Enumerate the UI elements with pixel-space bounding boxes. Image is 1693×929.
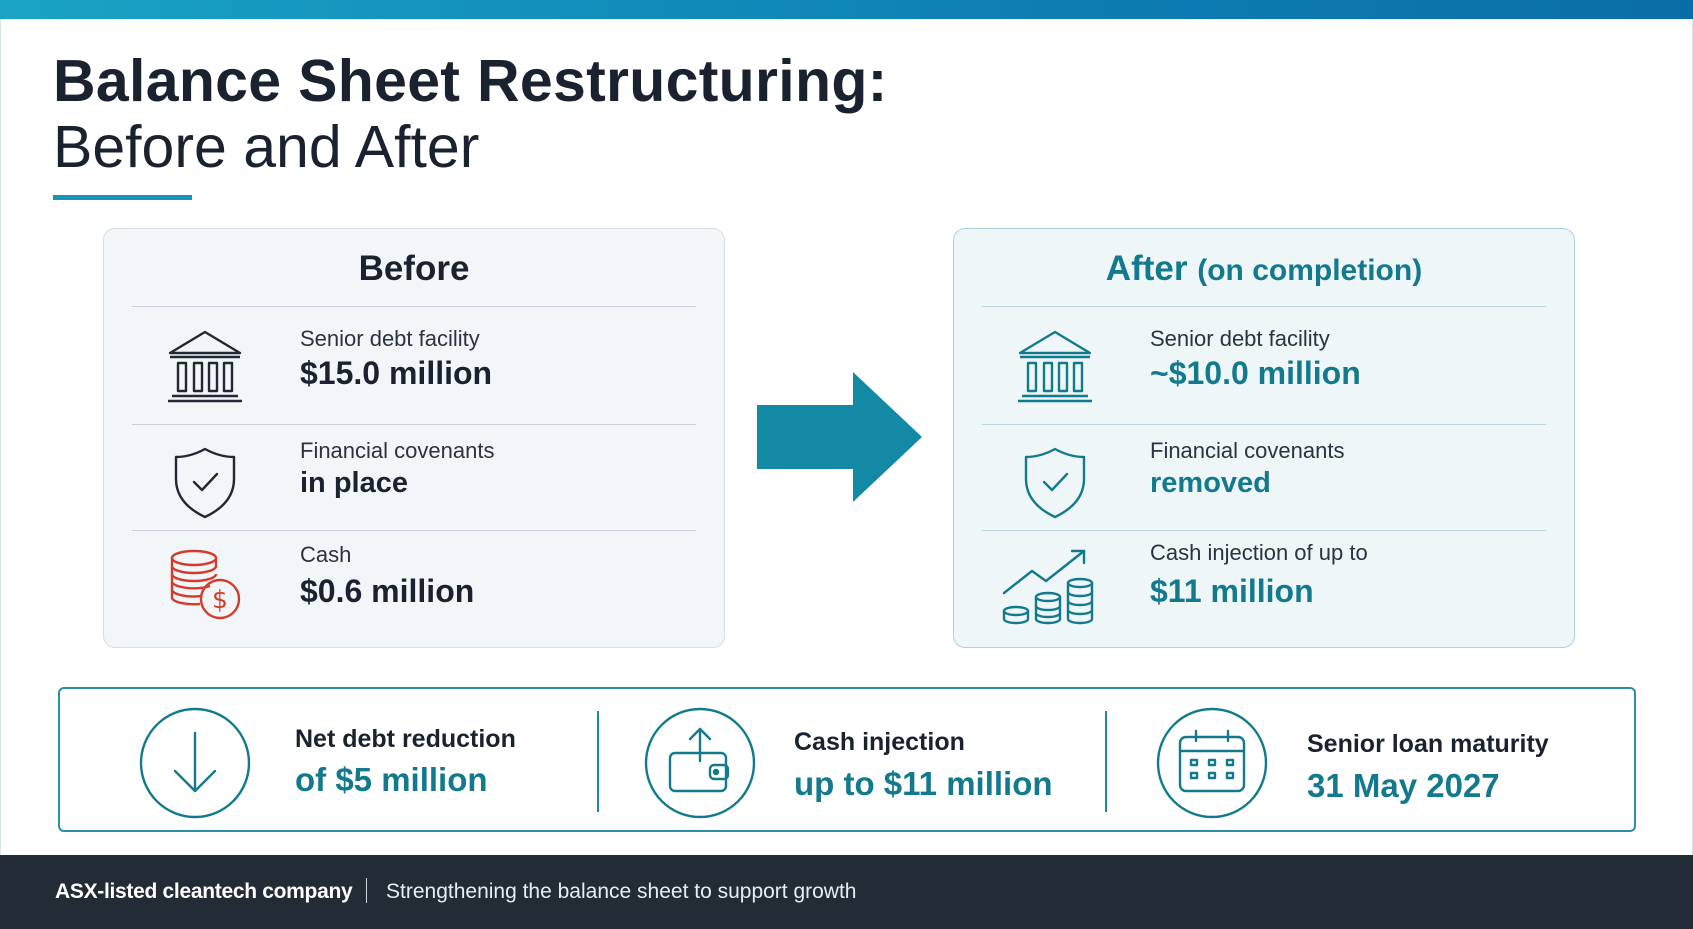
before-panel: Before Senior debt facility $15.0 millio… [103,228,725,648]
shield-check-icon [174,447,236,519]
row-label: Senior debt facility [300,326,480,351]
svg-text:$: $ [212,585,228,614]
coins-dollar-icon: $ [170,549,241,620]
after-heading-sub: (on completion) [1197,254,1423,287]
summary-divider [597,711,599,812]
footer-tagline: Strengthening the balance sheet to suppo… [386,880,857,903]
footer-separator [366,878,367,903]
calendar-icon [1156,707,1268,819]
after-heading-text: After [1105,249,1188,288]
summary-value: 31 May 2027 [1307,767,1500,804]
footer-company: ASX-listed cleantech company [55,880,353,903]
page-subtitle: Before and After [53,114,480,180]
before-row-senior-debt: Senior debt facility $15.0 million [104,309,724,414]
divider [982,306,1546,307]
summary-label: Cash injection [794,728,965,756]
summary-label: Senior loan maturity [1307,730,1549,758]
summary-label: Net debt reduction [295,725,516,753]
row-label: Cash [300,542,352,567]
row-label: Financial covenants [1150,438,1345,463]
summary-value: of $5 million [295,761,488,798]
wallet-upload-icon [644,707,756,819]
title-underline [53,195,192,200]
top-accent-bar [0,0,1693,19]
after-row-covenants: Financial covenants removed [954,425,1574,530]
footer-bar: ASX-listed cleantech company Strengtheni… [0,855,1693,929]
row-value: $0.6 million [300,573,475,609]
after-panel: After (on completion) Senior debt facili… [953,228,1575,648]
after-row-senior-debt: Senior debt facility ~$10.0 million [954,309,1574,414]
divider [132,424,696,425]
row-value: $15.0 million [300,355,493,391]
row-value: removed [1150,467,1271,499]
divider [982,424,1546,425]
row-value: in place [300,467,408,499]
down-arrow-icon [139,707,251,819]
after-heading: After (on completion) [954,249,1574,289]
divider [132,530,696,531]
before-heading: Before [104,249,724,289]
row-label: Senior debt facility [1150,326,1330,351]
summary-value: up to $11 million [794,765,1053,802]
before-heading-text: Before [358,249,470,288]
after-row-cash: Cash injection of up to $11 million [954,531,1574,636]
shield-check-icon [1024,447,1086,519]
left-edge-line [0,19,1,855]
bank-icon [168,330,242,403]
row-value: ~$10.0 million [1150,355,1361,391]
before-row-covenants: Financial covenants in place [104,425,724,530]
coins-growth-icon [1002,549,1094,625]
bank-icon [1018,330,1092,403]
before-row-cash: $ Cash $0.6 million [104,531,724,636]
right-arrow-icon [757,372,922,502]
page-title: Balance Sheet Restructuring: [53,48,888,114]
summary-divider [1105,711,1107,812]
summary-strip: Net debt reduction of $5 million Cash in… [58,687,1636,832]
divider [132,306,696,307]
row-label: Financial covenants [300,438,495,463]
row-value: $11 million [1150,573,1314,609]
row-label: Cash injection of up to [1150,540,1368,565]
divider [982,530,1546,531]
